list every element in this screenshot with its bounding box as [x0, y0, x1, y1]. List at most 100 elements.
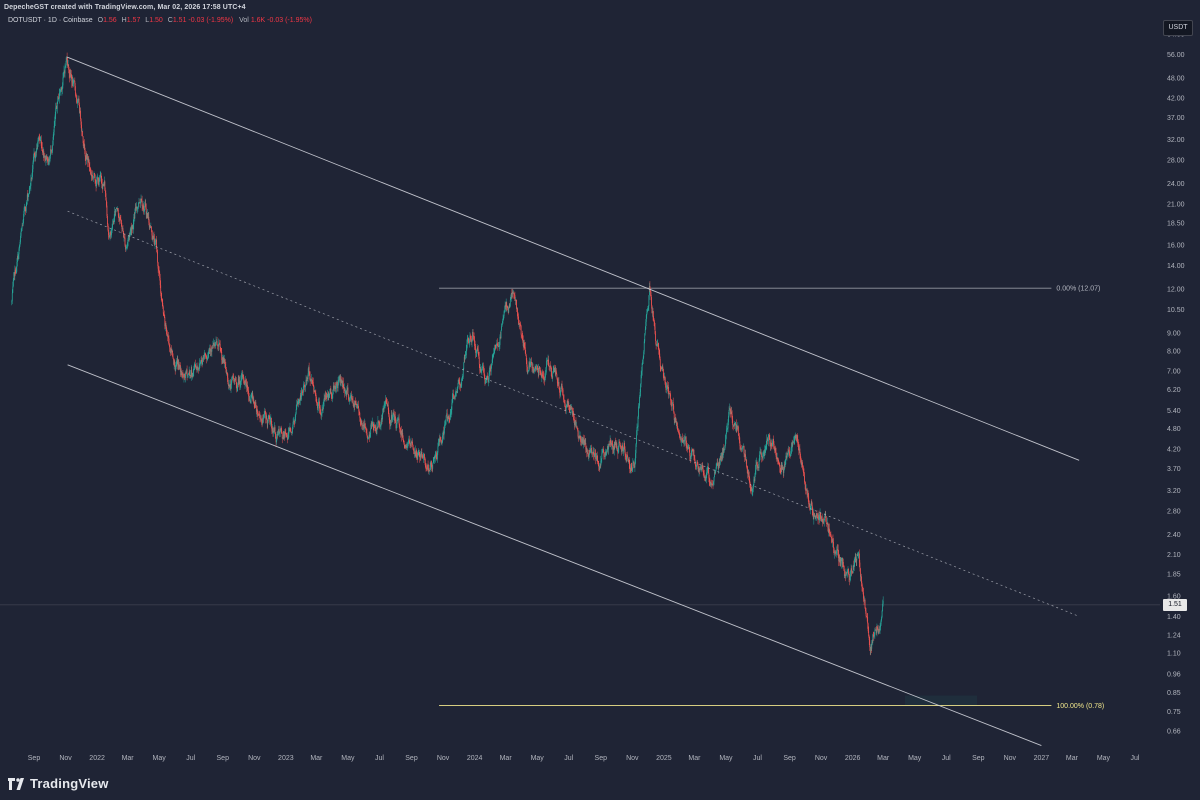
- candle-body: [808, 496, 810, 505]
- time-tick-label: Mar: [877, 755, 890, 762]
- candle-body: [265, 416, 267, 419]
- candle-body: [205, 357, 207, 359]
- candle-body: [315, 396, 317, 402]
- candle-body: [834, 551, 835, 554]
- candle-body: [417, 453, 419, 455]
- candle-body: [494, 345, 496, 351]
- candle-body: [176, 359, 178, 365]
- candle-body: [628, 458, 630, 462]
- candle-body: [228, 385, 230, 386]
- candle-body: [312, 380, 314, 383]
- candle-body: [740, 446, 741, 450]
- candle-body: [68, 64, 70, 70]
- candle-body: [158, 270, 160, 272]
- candle-body: [524, 347, 526, 354]
- candle-body: [498, 346, 500, 347]
- candle-body: [223, 357, 225, 363]
- candle-body: [127, 238, 129, 242]
- candle-body: [278, 428, 280, 431]
- price-chart[interactable]: 0.00% (12.07)100.00% (0.78) 64.0056.0048…: [0, 0, 1200, 768]
- time-tick-label: May: [719, 755, 733, 762]
- candle-body: [579, 435, 581, 439]
- candle-body: [532, 366, 533, 368]
- candle-body: [274, 427, 276, 433]
- candle-body: [263, 414, 265, 419]
- candle-body: [615, 443, 617, 448]
- candle-body: [325, 396, 327, 397]
- candle-body: [432, 463, 434, 469]
- candle-body: [406, 446, 408, 448]
- candle-body: [36, 148, 37, 153]
- candle-body: [697, 464, 699, 467]
- candle-body: [689, 455, 691, 460]
- candle-body: [429, 469, 431, 471]
- candle-body: [546, 359, 548, 362]
- candle-body: [487, 377, 489, 382]
- candle-body: [244, 380, 245, 385]
- currency-badge[interactable]: USDT: [1163, 20, 1193, 36]
- candle-body: [824, 515, 826, 520]
- price-tick-label: 18.50: [1167, 221, 1185, 228]
- candle-body: [252, 393, 254, 401]
- candle-body: [626, 456, 628, 457]
- candle-body: [132, 224, 134, 229]
- candle-body: [388, 409, 390, 416]
- candle-body: [643, 351, 645, 358]
- candle-body: [562, 389, 564, 396]
- candle-body: [258, 414, 259, 416]
- candle-body: [633, 462, 635, 467]
- candle-body: [726, 428, 728, 430]
- candle-body: [505, 302, 507, 308]
- candle-body: [594, 452, 595, 457]
- candle-body: [723, 449, 725, 451]
- candle-body: [13, 272, 15, 277]
- candle-body: [219, 344, 221, 350]
- candle-body: [401, 430, 403, 437]
- candle-body: [482, 367, 484, 368]
- candle-body: [123, 231, 124, 238]
- candle-body: [237, 378, 239, 383]
- candle-body: [634, 466, 635, 468]
- candle-body: [629, 468, 631, 472]
- candle-body: [435, 454, 437, 457]
- candle-body: [49, 160, 50, 162]
- candle-body: [474, 340, 476, 346]
- candle-body: [354, 401, 356, 406]
- candle-body: [808, 503, 810, 505]
- candle-body: [106, 205, 108, 216]
- candle-body: [432, 462, 434, 464]
- candle-body: [655, 340, 657, 346]
- candle-body: [256, 409, 258, 412]
- candle-body: [770, 444, 771, 447]
- candle-body: [38, 137, 40, 139]
- candle-body: [193, 364, 195, 368]
- candle-body: [781, 467, 783, 469]
- candle-body: [239, 380, 241, 387]
- candle-body: [309, 375, 311, 382]
- candle-body: [376, 427, 378, 428]
- candle-body: [299, 400, 301, 401]
- candle-body: [866, 616, 868, 618]
- candle-body: [272, 427, 274, 434]
- candle-body: [409, 443, 411, 446]
- candle-body: [176, 359, 178, 361]
- candle-body: [226, 372, 228, 374]
- candle-body: [649, 285, 650, 296]
- candle-body: [536, 368, 538, 369]
- symbol-title[interactable]: DOTUSDT · 1D · Coinbase: [8, 17, 93, 24]
- candle-body: [375, 432, 377, 434]
- tradingview-logo[interactable]: TradingView: [8, 776, 109, 791]
- candle-body: [555, 370, 557, 375]
- candle-body: [728, 409, 730, 416]
- candle-body: [862, 587, 863, 588]
- candle-body: [412, 445, 414, 450]
- candle-body: [798, 448, 800, 451]
- candle-body: [543, 376, 545, 379]
- candle-body: [838, 556, 840, 562]
- candle-body: [129, 230, 131, 234]
- candle-body: [723, 448, 725, 451]
- time-tick-label: Mar: [122, 755, 135, 762]
- candle-body: [630, 465, 632, 468]
- candle-body: [685, 437, 687, 439]
- candle-body: [560, 391, 561, 396]
